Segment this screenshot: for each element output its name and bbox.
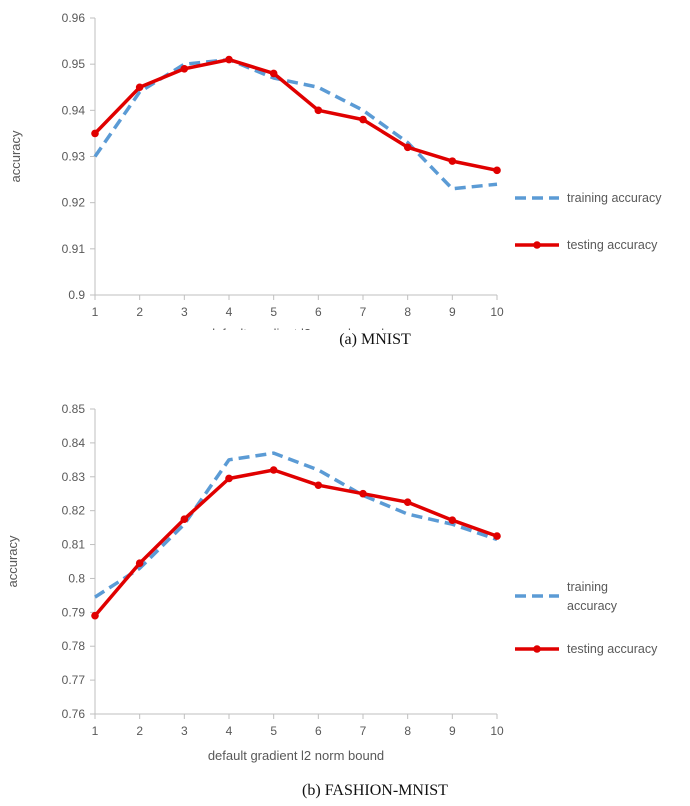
testing-accuracy-point <box>314 106 323 115</box>
y-tick-label: 0.82 <box>62 504 86 518</box>
y-tick-label: 0.81 <box>62 538 86 552</box>
x-tick-label: 3 <box>181 305 188 319</box>
testing-accuracy-point <box>493 166 501 175</box>
x-axis-label: default gradient l2 norm bound <box>208 326 384 330</box>
y-tick-label: 0.94 <box>62 103 86 117</box>
y-tick-label: 0.84 <box>62 436 86 450</box>
testing-accuracy-point <box>493 532 501 540</box>
testing-accuracy-point <box>180 515 189 523</box>
x-tick-label: 4 <box>226 305 233 319</box>
x-tick-label: 4 <box>226 724 233 738</box>
testing-accuracy-point <box>359 489 367 498</box>
testing-accuracy-point <box>91 611 99 620</box>
testing-accuracy-point <box>269 69 278 78</box>
caption-fashion-mnist: (b) FASHION-MNIST <box>302 782 448 799</box>
chart-mnist: 0.9 0.91 0.92 0.93 0.94 0.95 0.96 1 2 3 4 5 6 7 8 9 10 de… <box>8 11 662 330</box>
training-accuracy-line <box>94 451 498 599</box>
x-tick-label: 9 <box>449 305 456 319</box>
x-tick-label: 8 <box>404 724 411 738</box>
y-tick-label: 0.92 <box>62 196 86 210</box>
testing-accuracy-point <box>135 83 144 92</box>
testing-accuracy-point <box>180 64 189 73</box>
y-tick-label: 0.93 <box>62 150 86 164</box>
y-axis-label: accuracy <box>8 130 23 183</box>
x-tick-label: 5 <box>270 305 277 319</box>
x-tick-label: 2 <box>136 305 143 319</box>
legend-testing-marker <box>533 645 541 653</box>
y-tick-label: 0.91 <box>62 242 86 256</box>
x-tick-label: 7 <box>360 305 367 319</box>
testing-accuracy-point <box>269 466 278 474</box>
testing-accuracy-line <box>93 468 498 617</box>
legend-testing-label: testing accuracy <box>567 642 658 656</box>
x-tick-label: 6 <box>315 724 322 738</box>
y-tick-label: 0.95 <box>62 57 86 71</box>
y-tick-label: 0.8 <box>68 571 85 585</box>
testing-accuracy-point <box>91 129 99 138</box>
testing-accuracy-point <box>359 115 367 124</box>
testing-accuracy-point <box>448 157 457 165</box>
x-tick-label: 10 <box>490 305 504 319</box>
y-axis-label: accuracy <box>5 535 20 588</box>
caption-mnist: (a) MNIST <box>339 331 411 348</box>
y-tick-label: 0.83 <box>62 470 86 484</box>
x-tick-label: 8 <box>404 305 411 319</box>
y-tick-label: 0.77 <box>62 673 86 687</box>
y-tick-label: 0.85 <box>62 402 86 416</box>
legend-training-label: training accuracy <box>567 191 662 205</box>
y-tick-label: 0.96 <box>62 11 86 25</box>
testing-accuracy-point <box>403 143 412 152</box>
x-tick-label: 3 <box>181 724 188 738</box>
x-tick-label: 7 <box>360 724 367 738</box>
testing-accuracy-point <box>225 474 233 483</box>
x-tick-label: 9 <box>449 724 456 738</box>
testing-accuracy-line <box>93 57 498 173</box>
testing-accuracy-point <box>225 55 233 64</box>
x-tick-label: 10 <box>490 724 504 738</box>
legend-testing-marker <box>533 241 541 249</box>
y-tick-label: 0.79 <box>62 605 86 619</box>
x-tick-label: 5 <box>270 724 277 738</box>
x-tick-label: 1 <box>92 724 99 738</box>
testing-accuracy-point <box>314 481 323 490</box>
x-tick-label: 1 <box>92 305 99 319</box>
legend-training-label: training <box>567 580 608 594</box>
legend-training-label: accuracy <box>567 599 618 613</box>
legend-testing-label: testing accuracy <box>567 238 658 252</box>
chart-fashion-mnist: 0.76 0.77 0.78 0.79 0.8 0.81 0.82 0.83 0.84 0.85 1… <box>5 402 658 763</box>
y-tick-label: 0.78 <box>62 639 86 653</box>
x-axis-label: default gradient l2 norm bound <box>208 748 384 763</box>
testing-accuracy-point <box>135 559 144 567</box>
testing-accuracy-point <box>403 498 412 506</box>
x-tick-label: 2 <box>136 724 143 738</box>
y-tick-label: 0.76 <box>62 707 86 721</box>
x-tick-label: 6 <box>315 305 322 319</box>
y-tick-label: 0.9 <box>68 288 85 302</box>
testing-accuracy-point <box>448 516 457 524</box>
